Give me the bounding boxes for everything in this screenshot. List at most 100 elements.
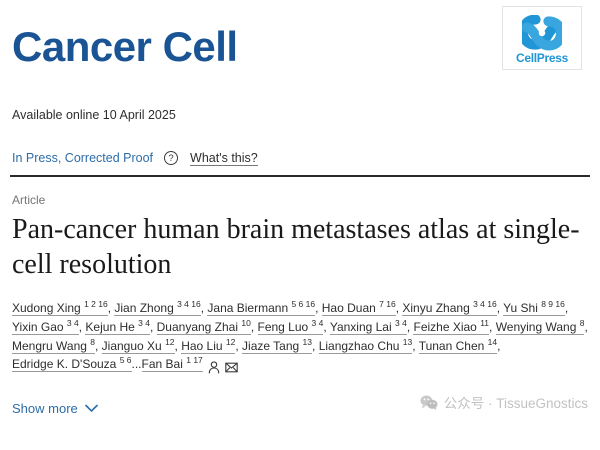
author-name: Kejun He (85, 320, 139, 335)
author-separator: , (497, 338, 501, 353)
show-more-button[interactable]: Show more (12, 401, 98, 416)
chevron-down-icon (84, 404, 98, 413)
author-name: Duanyang Zhai (156, 320, 242, 335)
watermark-text: 公众号 · TissueGnostics (443, 396, 588, 411)
author-separator: , (250, 320, 258, 335)
author-separator: , (564, 301, 569, 316)
envelope-icon[interactable] (225, 361, 238, 374)
author-separator: , (95, 338, 102, 353)
author-affiliation-marks: 8 (90, 336, 95, 347)
author-name: Tunan Chen (418, 338, 488, 353)
article-type-label: Article (12, 193, 46, 207)
author-separator: , (235, 338, 243, 353)
cellpress-knot-icon (522, 14, 562, 51)
author-name: Jianguo Xu (101, 338, 166, 353)
author-affiliation-marks: 3 4 16 (473, 299, 497, 310)
author-affiliation-marks: 14 (487, 336, 498, 347)
author-affiliation-marks: 11 (480, 318, 490, 329)
author-name: Yu Shi (503, 301, 542, 316)
author-separator: , (78, 320, 86, 335)
author-link[interactable]: Wenying Wang 8 (495, 318, 585, 336)
author-affiliation-marks: 10 (241, 318, 251, 329)
author-link[interactable]: Jianguo Xu 12 (101, 336, 175, 354)
author-separator: ... (131, 357, 142, 372)
question-circle-icon[interactable]: ? (164, 151, 179, 165)
author-link[interactable]: Tunan Chen 14 (418, 336, 498, 354)
author-link[interactable]: Hao Liu 12 (181, 336, 236, 354)
author-affiliation-marks: 13 (302, 336, 313, 347)
author-link[interactable]: Hao Duan 7 16 (321, 299, 396, 317)
author-name: Jana Biermann (207, 301, 292, 316)
author-name: Xinyu Zhang (402, 301, 474, 316)
author-link[interactable]: Liangzhao Chu 13 (318, 337, 413, 354)
author-separator: , (149, 320, 157, 335)
author-link[interactable]: Jana Biermann 5 6 16 (207, 300, 316, 317)
author-link[interactable]: Mengru Wang 8 (12, 336, 95, 354)
author-affiliation-marks: 8 9 16 (541, 299, 565, 310)
author-link[interactable]: Jian Zhong 3 4 16 (114, 299, 201, 317)
whats-this-link[interactable]: What's this? (190, 150, 258, 166)
author-separator: , (200, 301, 208, 316)
journal-title[interactable]: Cancer Cell (12, 23, 238, 70)
author-link[interactable]: Yanxing Lai 3 4 (329, 318, 407, 336)
author-name: Feizhe Xiao (413, 320, 481, 335)
author-affiliation-marks: 5 6 (119, 355, 132, 366)
cellpress-wordmark: CellPress (515, 50, 568, 65)
author-name: Jiaze Tang (242, 338, 303, 353)
author-separator: , (412, 338, 419, 353)
status-badge[interactable]: In Press, Corrected Proof (12, 151, 154, 165)
author-name: Yixin Gao (12, 320, 67, 335)
author-affiliation-marks: 8 (579, 318, 585, 329)
author-link[interactable]: Jiaze Tang 13 (242, 336, 313, 354)
author-link[interactable]: Feizhe Xiao 11 (413, 318, 490, 336)
author-affiliation-marks: 3 4 (66, 318, 79, 329)
author-name: Edridge K. D'Souza (12, 357, 120, 372)
author-name: Feng Luo (257, 320, 312, 335)
author-separator: , (489, 320, 496, 335)
author-link[interactable]: Duanyang Zhai 10 (156, 318, 251, 336)
author-affiliation-marks: 12 (165, 336, 175, 347)
author-affiliation-marks: 12 (225, 336, 236, 347)
masthead: Cancer Cell CellPress (10, 0, 590, 100)
author-affiliation-marks: 3 4 (138, 318, 150, 329)
author-link[interactable]: Yixin Gao 3 4 (12, 318, 79, 336)
author-link[interactable]: Xudong Xing 1 2 16 (12, 299, 108, 317)
author-name: Liangzhao Chu (318, 338, 403, 353)
author-name: Hao Duan (321, 301, 380, 316)
person-icon[interactable] (208, 360, 220, 374)
author-name: Xudong Xing (12, 301, 85, 316)
author-link[interactable]: Yu Shi 8 9 16 (503, 299, 565, 317)
author-name: Yanxing Lai (329, 320, 395, 335)
author-affiliation-marks: 7 16 (379, 299, 396, 310)
author-link[interactable]: Edridge K. D'Souza 5 6 (12, 355, 132, 373)
author-separator: , (406, 320, 414, 335)
author-separator: , (584, 320, 588, 335)
author-link[interactable]: Fan Bai 1 17 (141, 355, 203, 373)
author-affiliation-marks: 1 17 (186, 355, 203, 366)
author-affiliation-marks: 3 4 (311, 318, 324, 329)
author-link[interactable]: Xinyu Zhang 3 4 16 (402, 299, 497, 317)
author-affiliation-marks: 3 4 16 (177, 299, 201, 310)
cellpress-logo[interactable]: CellPress (502, 6, 582, 70)
corresponding-author-icons (208, 357, 238, 376)
availability-date: Available online 10 April 2025 (12, 108, 176, 122)
author-separator: , (312, 338, 319, 353)
author-name: Fan Bai (141, 357, 187, 372)
author-link[interactable]: Kejun He 3 4 (85, 318, 150, 336)
author-affiliation-marks: 3 4 (394, 318, 407, 329)
author-name: Mengru Wang (12, 338, 91, 353)
status-row: In Press, Corrected Proof ? What's this? (10, 149, 590, 167)
author-separator: , (395, 301, 403, 316)
author-name: Jian Zhong (114, 301, 178, 316)
watermark: 公众号 · TissueGnostics (420, 392, 588, 412)
author-name: Hao Liu (181, 338, 226, 353)
author-separator: , (496, 301, 504, 316)
author-separator: , (315, 301, 322, 316)
author-name: Wenying Wang (495, 320, 580, 335)
author-affiliation-marks: 1 2 16 (84, 299, 108, 310)
header-divider (10, 175, 590, 177)
author-separator: , (107, 301, 115, 316)
page-title: Pan-cancer human brain metastases atlas … (12, 214, 580, 280)
author-link[interactable]: Feng Luo 3 4 (257, 318, 324, 336)
